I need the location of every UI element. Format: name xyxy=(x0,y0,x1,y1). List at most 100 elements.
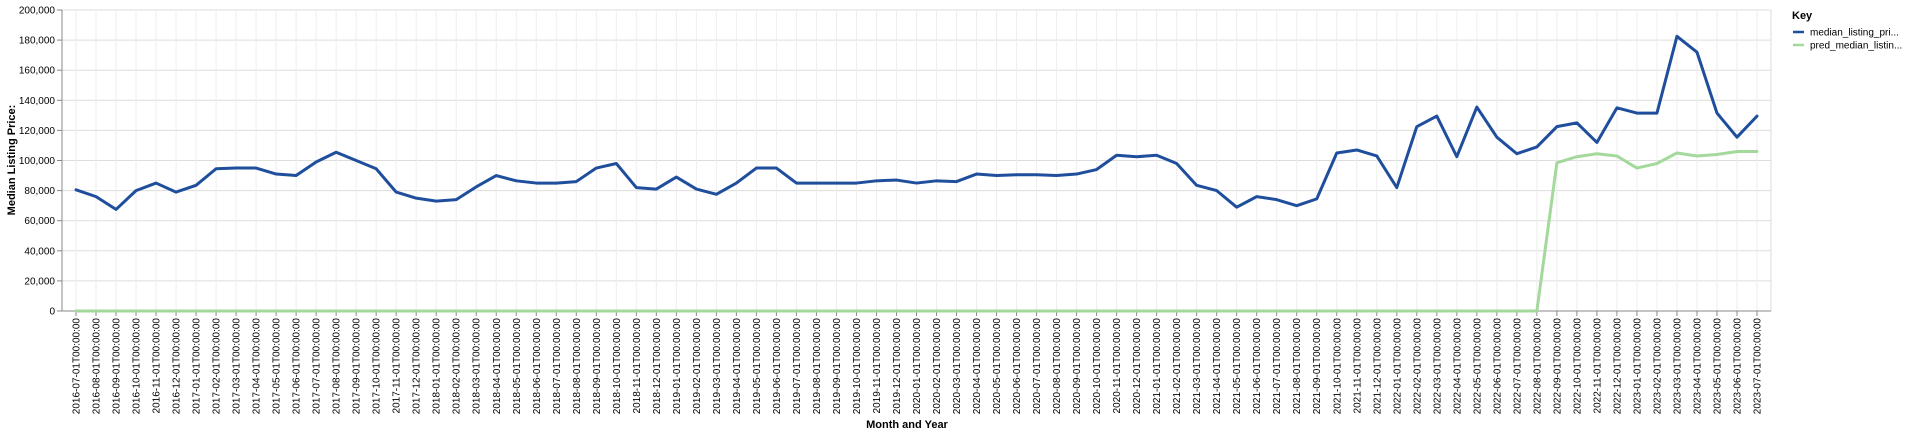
x-tick-label: 2022-03-01T00:00:00 xyxy=(1432,318,1443,415)
x-tick-label: 2016-10-01T00:00:00 xyxy=(132,318,143,415)
legend-label: pred_median_listin... xyxy=(1810,41,1902,52)
x-tick-label: 2023-05-01T00:00:00 xyxy=(1712,318,1723,415)
x-tick-label: 2021-07-01T00:00:00 xyxy=(1272,318,1283,415)
x-tick-label: 2016-12-01T00:00:00 xyxy=(172,318,183,415)
x-tick-label: 2018-11-01T00:00:00 xyxy=(632,318,643,414)
x-tick-label: 2020-07-01T00:00:00 xyxy=(1032,318,1043,415)
legend: Key median_listing_pri... pred_median_lis… xyxy=(1792,10,1902,52)
x-tick-label: 2021-03-01T00:00:00 xyxy=(1192,318,1203,415)
x-tick-label: 2019-03-01T00:00:00 xyxy=(712,318,723,415)
x-tick-label: 2020-09-01T00:00:00 xyxy=(1072,318,1083,415)
x-tick-label: 2019-11-01T00:00:00 xyxy=(872,318,883,414)
x-tick-label: 2018-06-01T00:00:00 xyxy=(532,318,543,415)
x-tick-label: 2021-12-01T00:00:00 xyxy=(1372,318,1383,415)
x-tick-label: 2021-06-01T00:00:00 xyxy=(1252,318,1263,415)
x-tick-label: 2019-01-01T00:00:00 xyxy=(672,318,683,415)
x-tick-label: 2016-08-01T00:00:00 xyxy=(92,318,103,415)
y-tick-label: 140,000 xyxy=(19,96,56,107)
x-tick-label: 2019-12-01T00:00:00 xyxy=(892,318,903,415)
y-tick-label: 160,000 xyxy=(19,66,56,77)
x-tick-label: 2019-10-01T00:00:00 xyxy=(852,318,863,415)
x-tick-label: 2022-07-01T00:00:00 xyxy=(1512,318,1523,415)
x-tick-label: 2022-11-01T00:00:00 xyxy=(1592,318,1603,414)
x-tick-label: 2017-12-01T00:00:00 xyxy=(412,318,423,415)
x-tick-label: 2023-03-01T00:00:00 xyxy=(1672,318,1683,415)
y-tick-label: 0 xyxy=(49,307,55,318)
x-tick-label: 2017-11-01T00:00:00 xyxy=(392,318,403,414)
x-tick-label: 2017-05-01T00:00:00 xyxy=(272,318,283,415)
x-tick-label: 2019-09-01T00:00:00 xyxy=(832,318,843,415)
x-tick-label: 2021-04-01T00:00:00 xyxy=(1212,318,1223,415)
x-tick-label: 2021-10-01T00:00:00 xyxy=(1332,318,1343,415)
legend-title: Key xyxy=(1792,10,1813,22)
x-tick-label: 2020-03-01T00:00:00 xyxy=(952,318,963,415)
x-tick-label: 2017-04-01T00:00:00 xyxy=(252,318,263,415)
x-tick-label: 2021-08-01T00:00:00 xyxy=(1292,318,1303,415)
x-tick-label: 2023-04-01T00:00:00 xyxy=(1692,318,1703,415)
x-tick-label: 2019-04-01T00:00:00 xyxy=(732,318,743,415)
x-tick-label: 2022-05-01T00:00:00 xyxy=(1472,318,1483,415)
x-tick-label: 2022-10-01T00:00:00 xyxy=(1572,318,1583,415)
x-tick-label: 2019-07-01T00:00:00 xyxy=(792,318,803,415)
y-tick-label: 60,000 xyxy=(24,216,55,227)
x-tick-label: 2017-06-01T00:00:00 xyxy=(292,318,303,415)
y-tick-label: 100,000 xyxy=(19,156,56,167)
x-tick-label: 2022-06-01T00:00:00 xyxy=(1492,318,1503,415)
grid-lines xyxy=(62,9,1772,312)
x-tick-label: 2019-06-01T00:00:00 xyxy=(772,318,783,415)
x-tick-label: 2020-12-01T00:00:00 xyxy=(1132,318,1143,415)
x-tick-label: 2017-02-01T00:00:00 xyxy=(212,318,223,415)
x-tick-label: 2019-05-01T00:00:00 xyxy=(752,318,763,415)
x-tick-label: 2017-09-01T00:00:00 xyxy=(352,318,363,415)
x-tick-label: 2021-11-01T00:00:00 xyxy=(1352,318,1363,414)
x-tick-label: 2017-07-01T00:00:00 xyxy=(312,318,323,415)
x-tick-label: 2016-11-01T00:00:00 xyxy=(152,318,163,414)
x-tick-label: 2021-05-01T00:00:00 xyxy=(1232,318,1243,415)
x-tick-label: 2022-01-01T00:00:00 xyxy=(1392,318,1403,415)
x-tick-label: 2020-10-01T00:00:00 xyxy=(1092,318,1103,415)
x-tick-label: 2018-03-01T00:00:00 xyxy=(472,318,483,415)
y-axis: 0 20,000 40,000 60,000 80,000 100,000 120,000 1… xyxy=(19,6,63,318)
x-tick-label: 2017-01-01T00:00:00 xyxy=(192,318,203,415)
x-tick-label: 2023-07-01T00:00:00 xyxy=(1753,318,1764,415)
x-axis-title: Month and Year xyxy=(866,419,948,431)
y-tick-label: 20,000 xyxy=(24,276,55,287)
x-tick-label: 2018-01-01T00:00:00 xyxy=(432,318,443,415)
x-tick-label: 2021-09-01T00:00:00 xyxy=(1312,318,1323,415)
x-tick-label: 2017-03-01T00:00:00 xyxy=(232,318,243,415)
x-tick-label: 2020-04-01T00:00:00 xyxy=(972,318,983,415)
x-tick-label: 2020-08-01T00:00:00 xyxy=(1052,318,1063,415)
x-axis: 2016-07-01T00:00:00 2016-08-01T00:00:00 20… xyxy=(62,310,1771,415)
x-tick-label: 2018-02-01T00:00:00 xyxy=(452,318,463,415)
x-tick-label: 2018-09-01T00:00:00 xyxy=(592,318,603,415)
x-tick-label: 2018-04-01T00:00:00 xyxy=(492,318,503,415)
x-tick-label: 2017-08-01T00:00:00 xyxy=(332,318,343,415)
x-tick-label: 2023-06-01T00:00:00 xyxy=(1732,318,1743,415)
x-tick-label: 2018-10-01T00:00:00 xyxy=(612,318,623,415)
x-tick-label: 2016-09-01T00:00:00 xyxy=(112,318,123,415)
y-tick-label: 40,000 xyxy=(24,246,55,257)
x-tick-label: 2018-05-01T00:00:00 xyxy=(512,318,523,415)
x-tick-label: 2023-02-01T00:00:00 xyxy=(1652,318,1663,415)
x-tick-label: 2017-10-01T00:00:00 xyxy=(372,318,383,415)
y-tick-label: 120,000 xyxy=(19,126,56,137)
series-lines xyxy=(74,34,1759,313)
x-tick-label: 2021-02-01T00:00:00 xyxy=(1172,318,1183,415)
x-tick-label: 2023-01-01T00:00:00 xyxy=(1632,318,1643,415)
legend-label: median_listing_pri... xyxy=(1810,28,1899,39)
x-tick-label: 2021-01-01T00:00:00 xyxy=(1152,318,1163,415)
y-tick-label: 180,000 xyxy=(19,36,56,47)
x-tick-label: 2018-08-01T00:00:00 xyxy=(572,318,583,415)
x-tick-label: 2022-02-01T00:00:00 xyxy=(1412,318,1423,415)
y-axis-title: Median Listing Price: xyxy=(6,105,18,216)
x-tick-label: 2020-06-01T00:00:00 xyxy=(1012,318,1023,415)
x-tick-label: 2016-07-01T00:00:00 xyxy=(72,318,83,415)
y-tick-label: 200,000 xyxy=(19,6,56,17)
x-tick-label: 2022-04-01T00:00:00 xyxy=(1452,318,1463,415)
x-tick-label: 2018-12-01T00:00:00 xyxy=(652,318,663,415)
x-tick-label: 2018-07-01T00:00:00 xyxy=(552,318,563,415)
x-tick-label: 2020-11-01T00:00:00 xyxy=(1112,318,1123,414)
series-line-2 xyxy=(74,149,1759,313)
x-tick-label: 2020-02-01T00:00:00 xyxy=(932,318,943,415)
